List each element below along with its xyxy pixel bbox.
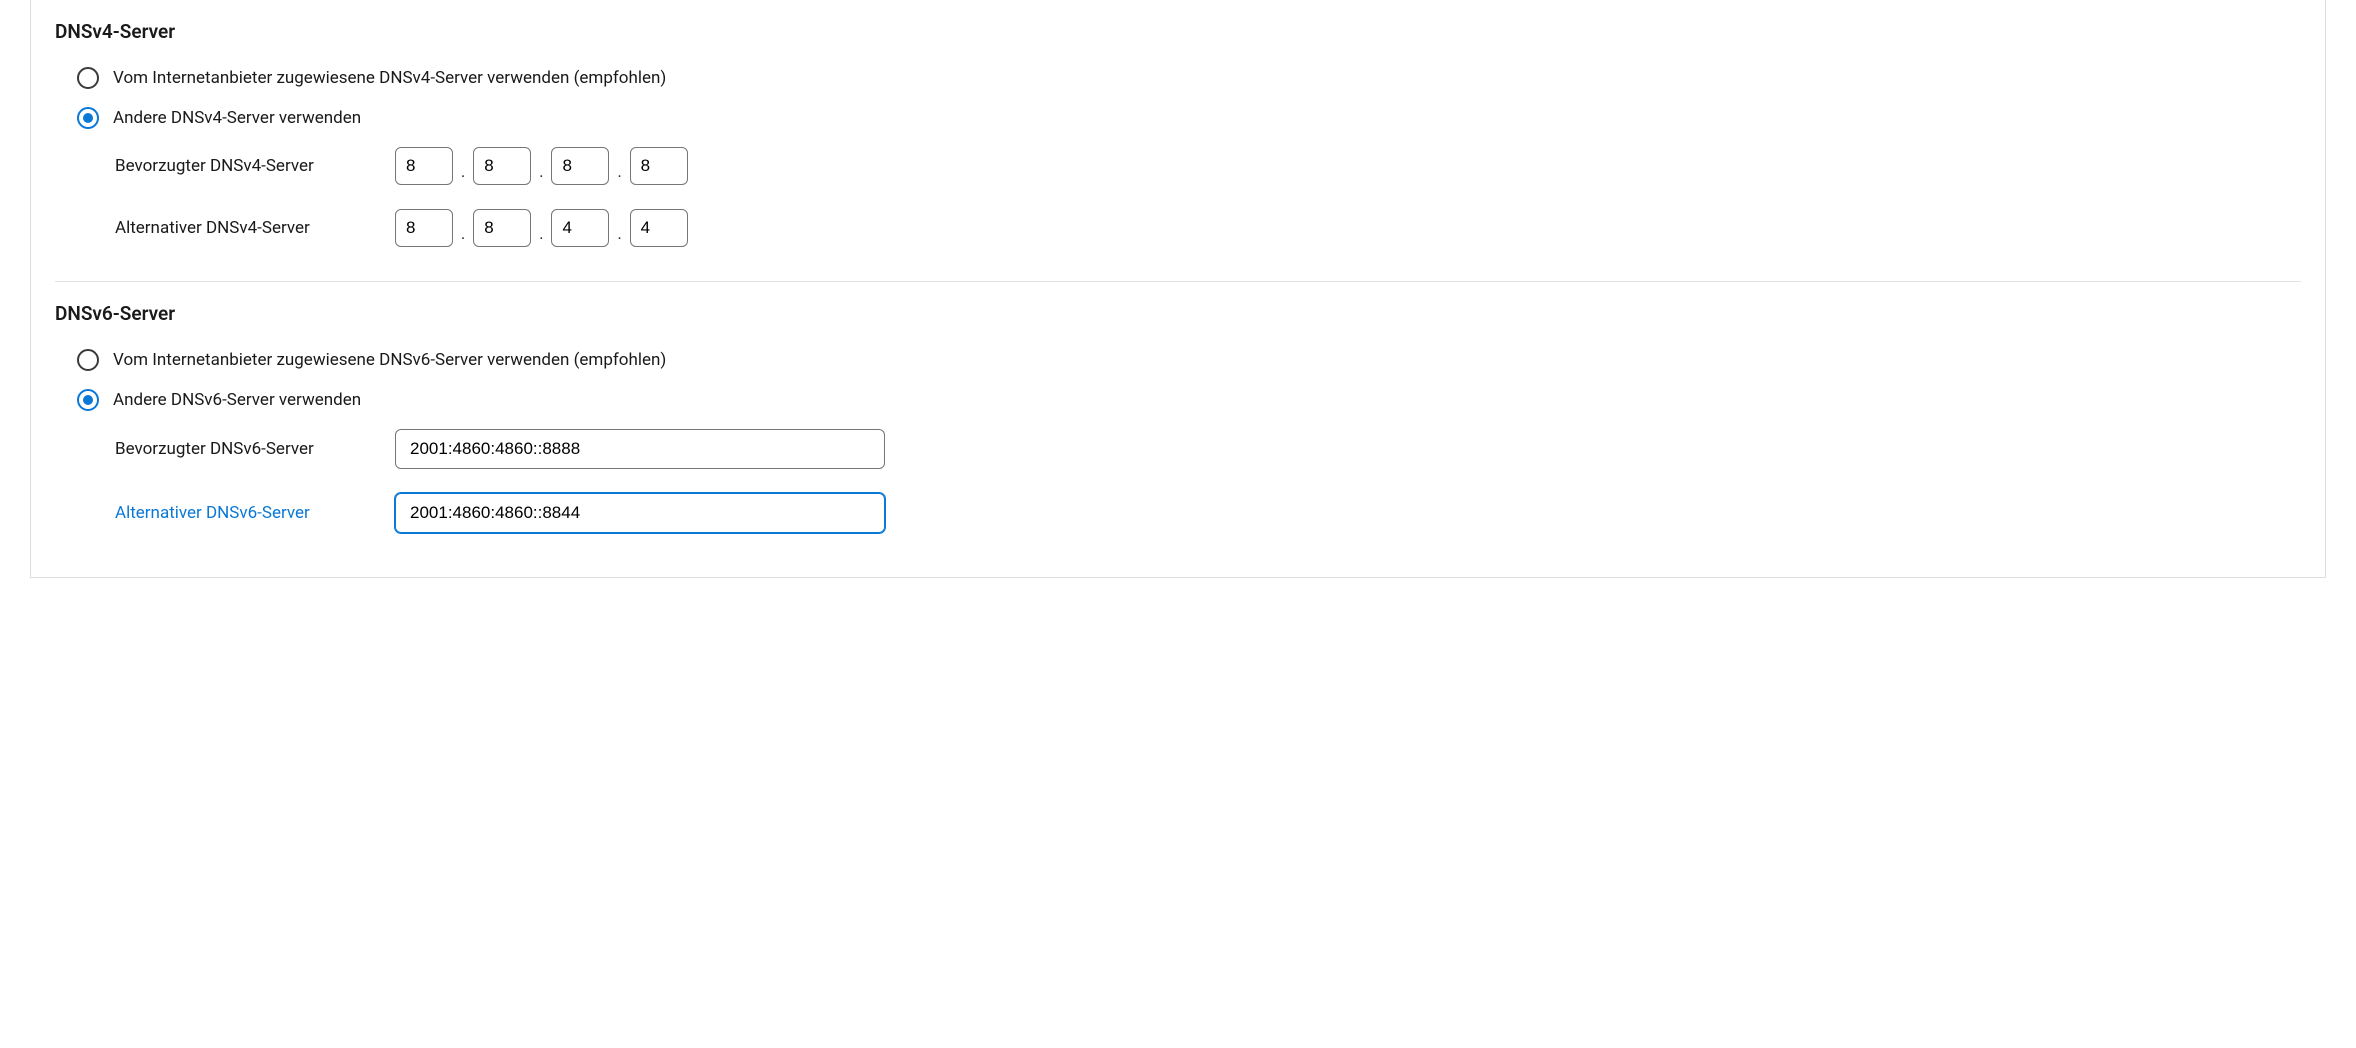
dnsv6-preferred-input[interactable] — [395, 429, 885, 469]
dnsv6-alternate-label: Alternativer DNSv6-Server — [115, 503, 395, 523]
dot-icon: . — [537, 224, 545, 247]
dnsv4-alternate-octet-1[interactable] — [395, 209, 453, 247]
dnsv4-radio-isp[interactable]: Vom Internetanbieter zugewiesene DNSv4-S… — [77, 67, 2301, 89]
radio-checked-icon — [77, 107, 99, 129]
dnsv6-section: DNSv6-Server Vom Internetanbieter zugewi… — [31, 282, 2325, 567]
dnsv6-heading: DNSv6-Server — [55, 302, 2301, 325]
dnsv6-radio-custom[interactable]: Andere DNSv6-Server verwenden — [77, 389, 2301, 411]
radio-dot-icon — [83, 395, 93, 405]
dnsv6-alternate-input[interactable] — [395, 493, 885, 533]
dnsv4-preferred-octet-1[interactable] — [395, 147, 453, 185]
dnsv6-preferred-row: Bevorzugter DNSv6-Server — [115, 429, 2301, 469]
dnsv6-radio-isp[interactable]: Vom Internetanbieter zugewiesene DNSv6-S… — [77, 349, 2301, 371]
dnsv4-alternate-octet-2[interactable] — [473, 209, 531, 247]
dnsv6-alternate-row: Alternativer DNSv6-Server — [115, 493, 2301, 533]
dnsv4-alternate-octets: . . . — [395, 209, 688, 247]
dnsv6-radio-isp-label: Vom Internetanbieter zugewiesene DNSv6-S… — [113, 350, 666, 370]
dnsv4-radio-isp-label: Vom Internetanbieter zugewiesene DNSv4-S… — [113, 68, 666, 88]
radio-unchecked-icon — [77, 67, 99, 89]
dnsv4-alternate-octet-4[interactable] — [630, 209, 688, 247]
dns-settings-panel: DNSv4-Server Vom Internetanbieter zugewi… — [30, 0, 2326, 578]
dot-icon: . — [537, 162, 545, 185]
dnsv4-preferred-octet-3[interactable] — [551, 147, 609, 185]
dnsv4-preferred-octet-2[interactable] — [473, 147, 531, 185]
dot-icon: . — [615, 224, 623, 247]
radio-dot-icon — [83, 113, 93, 123]
dnsv4-preferred-row: Bevorzugter DNSv4-Server . . . — [115, 147, 2301, 185]
dnsv4-radio-custom[interactable]: Andere DNSv4-Server verwenden — [77, 107, 2301, 129]
dnsv4-alternate-label: Alternativer DNSv4-Server — [115, 218, 395, 238]
dnsv4-preferred-octets: . . . — [395, 147, 688, 185]
dot-icon: . — [615, 162, 623, 185]
dot-icon: . — [459, 162, 467, 185]
radio-unchecked-icon — [77, 349, 99, 371]
dnsv4-preferred-octet-4[interactable] — [630, 147, 688, 185]
dnsv4-alternate-octet-3[interactable] — [551, 209, 609, 247]
dnsv4-alternate-row: Alternativer DNSv4-Server . . . — [115, 209, 2301, 247]
radio-checked-icon — [77, 389, 99, 411]
dnsv6-radio-custom-label: Andere DNSv6-Server verwenden — [113, 390, 361, 410]
dot-icon: . — [459, 224, 467, 247]
dnsv4-heading: DNSv4-Server — [55, 20, 2301, 43]
dnsv4-preferred-label: Bevorzugter DNSv4-Server — [115, 156, 395, 176]
dnsv6-preferred-label: Bevorzugter DNSv6-Server — [115, 439, 395, 459]
dnsv4-section: DNSv4-Server Vom Internetanbieter zugewi… — [31, 0, 2325, 281]
dnsv4-radio-custom-label: Andere DNSv4-Server verwenden — [113, 108, 361, 128]
